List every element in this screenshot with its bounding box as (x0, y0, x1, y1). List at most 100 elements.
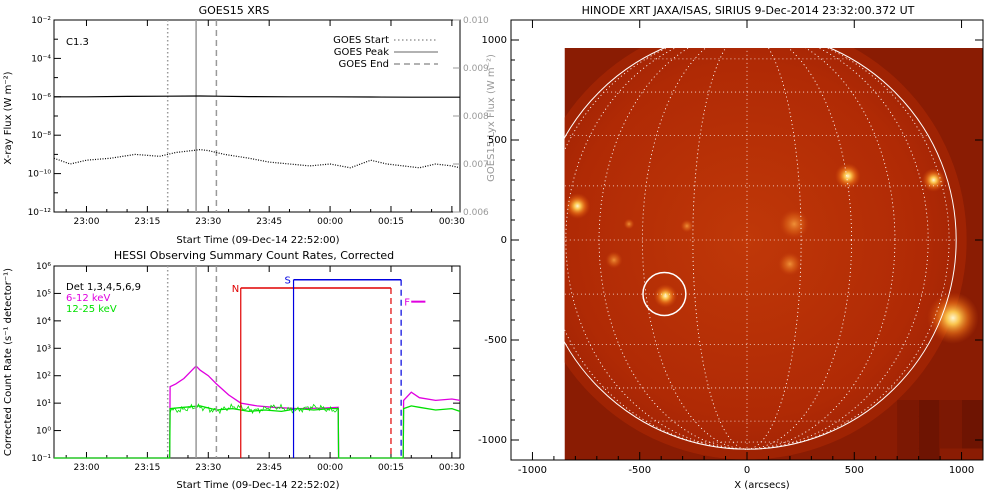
hessi-legend-12-25: 12-25 keV (66, 304, 117, 315)
xrt-x-tick-label: -1000 (518, 465, 547, 476)
hessi-x-axis-label: Start Time (09-Dec-14 22:52:02) (176, 480, 339, 491)
hessi-x-tick-label: 23:00 (74, 463, 100, 473)
goes-y-tick-label: 10⁻⁶ (31, 93, 51, 103)
xrt-offdisk-block (897, 448, 919, 460)
xrt-longitude-line (598, 48, 896, 450)
goes-y-tick-label: 10⁻¹⁰ (28, 170, 52, 180)
goes-y-tick-label: 10⁻⁸ (31, 131, 51, 141)
goes-x-tick-label: 23:00 (74, 217, 100, 227)
xrt-x-tick-label: 500 (845, 465, 864, 476)
goes-y-tick-label: 10⁻¹² (28, 208, 52, 218)
goes-y-tick-label: 10⁻² (31, 16, 51, 26)
xrt-bright-region (623, 218, 635, 230)
hessi-legend-6-12: 6-12 keV (66, 293, 110, 304)
hessi-y-tick-label: 10⁵ (36, 289, 51, 299)
hessi-x-tick-label: 00:00 (317, 463, 343, 473)
goes-x-tick-label: 23:30 (195, 217, 221, 227)
xrt-offdisk-block (897, 400, 919, 417)
xrt-heliographic-grid (564, 48, 957, 450)
xrt-image (564, 48, 983, 460)
xrt-x-tick-label: 0 (744, 465, 750, 476)
hessi-y-tick-label: 10⁴ (36, 317, 51, 327)
hessi-x-tick-label: 00:15 (378, 463, 404, 473)
goes-legend: GOES Start GOES Peak GOES End (333, 35, 438, 70)
hessi-6-12kev-line (54, 365, 461, 459)
goes-y-tick-label: 10⁻⁴ (31, 54, 51, 64)
goes-y2-axis-label: GOES15 Lyx Flux (W m⁻²) (486, 54, 497, 182)
goes-y2-tick-label: 0.007 (463, 160, 489, 170)
goes-legend-peak-label: GOES Peak (334, 47, 389, 58)
xrt-bright-region (778, 252, 802, 276)
xrt-image-panel: HINODE XRT JAXA/ISAS, SIRIUS 9-Dec-2014 … (478, 4, 984, 491)
hessi-x-tick-label: 23:30 (195, 463, 221, 473)
xrt-solar-disk (564, 48, 957, 450)
hessi-x-tick-label: 23:15 (134, 463, 160, 473)
hessi-x-tick-label: 00:30 (439, 463, 465, 473)
xrt-x-tick-label: -500 (628, 465, 651, 476)
xrt-bright-region (680, 219, 694, 233)
goes-short-channel-line (53, 148, 461, 169)
hessi-y-tick-label: 10¹ (36, 399, 51, 409)
xrt-x-axis-label: X (arcsecs) (734, 480, 790, 491)
goes-y-axis-label: X-ray Flux (W m⁻²) (3, 71, 14, 164)
goes-y2-tick-label: 0.006 (463, 208, 489, 218)
xrt-offdisk-block (897, 432, 919, 449)
hessi-legend: Det 1,3,4,5,6,9 6-12 keV 12-25 keV (66, 282, 141, 315)
goes-frame (53, 19, 461, 213)
goes-class-label: C1.3 (66, 37, 89, 48)
goes-xrs-panel: GOES15 XRS 10⁻¹² 10⁻¹⁰ 10⁻⁸ 10⁻⁶ 10⁻⁴ 10⁻² 0.0… (3, 4, 497, 246)
goes-panel-title: GOES15 XRS (199, 4, 270, 17)
goes-y2-tick-label: 0.010 (463, 16, 489, 26)
xrt-bright-region (564, 193, 591, 219)
hessi-panel-title: HESSI Observing Summary Count Rates, Cor… (114, 249, 394, 262)
xrt-bright-region (605, 251, 623, 269)
xrt-offdisk-block (961, 400, 983, 417)
xrt-longitude-line (642, 48, 852, 450)
xrt-y-tick-label: -1000 (478, 435, 507, 446)
goes-x-tick-label: 00:30 (439, 217, 465, 227)
goes-x-tick-label: 00:00 (317, 217, 343, 227)
xrt-offdisk-block (918, 448, 940, 460)
xrt-bright-region (927, 292, 979, 344)
xrt-longitude-line (564, 48, 950, 450)
hessi-y-tick-label: 10⁻¹ (31, 454, 51, 464)
interval-label-S: S (285, 276, 291, 287)
xrt-offdisk-block (918, 432, 940, 449)
xrt-solar-limb (537, 30, 957, 450)
goes-y2-tick-label: 0.008 (463, 112, 489, 122)
xrt-bright-region (779, 208, 810, 240)
hessi-plot-area: 10⁻¹ 10⁰ 10¹ 10² 10³ 10⁴ 10⁵ 10⁶ 23:00 23:15 23:30… (31, 262, 465, 473)
goes-legend-start-label: GOES Start (333, 35, 389, 46)
xrt-offdisk-block (918, 400, 940, 417)
hessi-y-tick-label: 10³ (36, 344, 51, 354)
hessi-legend-det: Det 1,3,4,5,6,9 (66, 282, 141, 293)
hessi-y-tick-label: 10⁰ (36, 427, 51, 437)
xrt-flare-highlight-circle (642, 271, 687, 317)
xrt-y-tick-label: -500 (484, 335, 507, 346)
xrt-y-tick-label: 500 (488, 135, 507, 146)
goes-x-axis-label: Start Time (09-Dec-14 22:52:00) (176, 235, 339, 246)
hessi-panel: HESSI Observing Summary Count Rates, Cor… (3, 249, 465, 491)
xrt-offdisk-block (940, 432, 962, 449)
hessi-frame (53, 265, 461, 459)
xrt-bright-region (834, 163, 861, 189)
hessi-y-axis-label: Corrected Count Rate (s⁻¹ detector⁻¹) (3, 268, 14, 456)
goes-x-tick-label: 23:45 (256, 217, 282, 227)
goes-long-channel-line (54, 95, 460, 98)
xrt-longitude-line (692, 48, 802, 450)
goes-plot-area: 10⁻¹² 10⁻¹⁰ 10⁻⁸ 10⁻⁶ 10⁻⁴ 10⁻² 0.006 0.007 0.00… (28, 16, 489, 227)
interval-label-F: F (404, 298, 410, 309)
goes-legend-end-label: GOES End (339, 59, 389, 70)
xrt-bright-region (921, 168, 946, 192)
xrt-plot-area: -1000 -500 0 500 1000 -1000 -500 0 500 1000 (478, 19, 984, 476)
hessi-y-tick-label: 10⁶ (36, 262, 51, 272)
xrt-bright-region (653, 284, 678, 308)
xrt-offdisk-block (918, 416, 940, 433)
hessi-x-tick-label: 23:45 (256, 463, 282, 473)
xrt-offdisk-block (940, 416, 962, 433)
xrt-offdisk-block (940, 400, 962, 417)
hessi-12-25kev-noise (169, 403, 339, 415)
xrt-offdisk-block (961, 432, 983, 449)
xrt-y-tick-label: 1000 (482, 35, 507, 46)
